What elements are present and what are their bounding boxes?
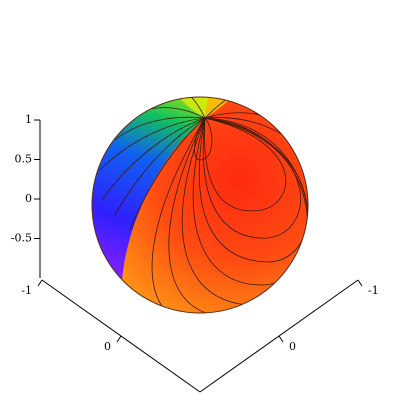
x-tick-label: 0 — [104, 340, 111, 353]
sphere — [92, 97, 308, 313]
y-tick-label: -1 — [368, 284, 379, 297]
pole-region — [175, 97, 240, 118]
y-tick-label: 0 — [289, 340, 296, 353]
z-tick-label: 0 — [25, 192, 32, 205]
y-tick — [357, 279, 363, 287]
y-tick — [278, 335, 284, 343]
x-tick — [37, 279, 43, 287]
x-tick — [116, 335, 122, 343]
z-tick-label: 0.5 — [15, 153, 33, 166]
contours — [99, 97, 308, 313]
x-tick-label: -1 — [21, 284, 32, 297]
z-tick-label: 1 — [25, 113, 32, 126]
z-tick-label: -0.5 — [11, 232, 32, 245]
sphere-outline — [91, 96, 309, 314]
